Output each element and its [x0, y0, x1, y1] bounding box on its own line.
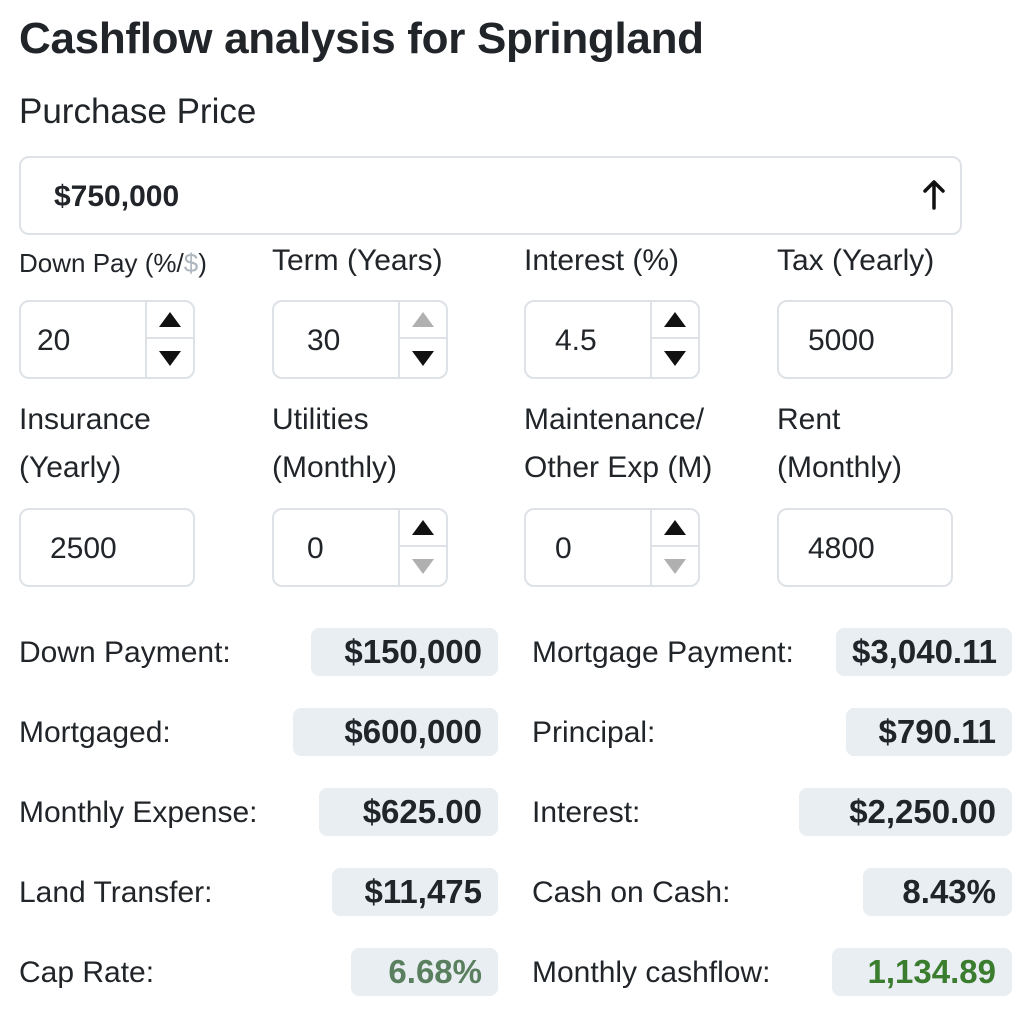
maintenance-input[interactable]: 0 [524, 508, 700, 587]
stepper-down-button[interactable] [147, 340, 193, 377]
triangle-up-icon [664, 312, 686, 327]
term-label: Term (Years) [272, 244, 443, 277]
monthly-expense-value: $625.00 [319, 788, 498, 836]
down-pay-input[interactable]: 20 [19, 300, 195, 379]
triangle-down-icon [159, 351, 181, 366]
tax-input[interactable]: 5000 [777, 300, 953, 379]
stepper-up-button[interactable] [400, 302, 446, 339]
down-payment-label: Down Payment: [19, 636, 231, 669]
interest-label: Interest (%) [524, 244, 680, 277]
land-transfer-label: Land Transfer: [19, 876, 213, 909]
page-title: Cashflow analysis for Springland [19, 14, 704, 63]
maintenance-stepper[interactable] [650, 510, 698, 585]
stepper-up-button[interactable] [652, 302, 698, 339]
maintenance-label: Maintenance/Other Exp (M) [524, 403, 713, 484]
stepper-down-button[interactable] [652, 548, 698, 585]
interest-value: 4.5 [555, 324, 597, 357]
mortgaged-value: $600,000 [293, 708, 498, 756]
down-pay-stepper[interactable] [145, 302, 193, 377]
purchase-price-value: $750,000 [54, 180, 180, 213]
cap-rate-value: 6.68% [351, 948, 498, 996]
mortgage-payment-label: Mortgage Payment: [532, 636, 794, 669]
rent-input[interactable]: 4800 [777, 508, 953, 587]
tax-label: Tax (Yearly) [777, 244, 935, 277]
monthly-cashflow-label: Monthly cashflow: [532, 956, 771, 989]
triangle-up-icon [412, 312, 434, 327]
triangle-up-icon [412, 520, 434, 535]
stepper-down-button[interactable] [400, 548, 446, 585]
cash-on-cash-value: 8.43% [863, 868, 1012, 916]
stepper-up-button[interactable] [652, 510, 698, 547]
down-pay-label: Down Pay (%/$) [19, 248, 207, 278]
monthly-cashflow-value: 1,134.89 [832, 948, 1012, 996]
triangle-up-icon [664, 520, 686, 535]
purchase-price-label: Purchase Price [19, 92, 257, 131]
cap-rate-label: Cap Rate: [19, 956, 155, 989]
insurance-input[interactable]: 2500 [19, 508, 195, 587]
utilities-input[interactable]: 0 [272, 508, 448, 587]
triangle-down-icon [412, 351, 434, 366]
dollar-sign: $ [183, 248, 199, 278]
interest-result-value: $2,250.00 [799, 788, 1012, 836]
insurance-value: 2500 [50, 532, 117, 565]
maintenance-value: 0 [555, 532, 572, 565]
utilities-value: 0 [307, 532, 324, 565]
principal-label: Principal: [532, 716, 656, 749]
term-value: 30 [307, 324, 341, 357]
down-payment-value: $150,000 [311, 628, 498, 676]
stepper-up-button[interactable] [147, 302, 193, 339]
utilities-label: Utilities (Monthly) [272, 403, 398, 484]
purchase-price-select[interactable]: $750,000 [19, 156, 962, 235]
stepper-down-button[interactable] [400, 340, 446, 377]
mortgage-payment-value: $3,040.11 [836, 628, 1012, 676]
stepper-up-button[interactable] [400, 510, 446, 547]
interest-input[interactable]: 4.5 [524, 300, 700, 379]
triangle-up-icon [159, 312, 181, 327]
triangle-down-icon [664, 351, 686, 366]
triangle-down-icon [412, 559, 434, 574]
down-pay-value: 20 [37, 324, 71, 357]
interest-result-label: Interest: [532, 796, 641, 829]
mortgaged-label: Mortgaged: [19, 716, 171, 749]
utilities-stepper[interactable] [398, 510, 446, 585]
monthly-expense-label: Monthly Expense: [19, 796, 258, 829]
rent-label: Rent (Monthly) [777, 403, 903, 484]
rent-value: 4800 [808, 532, 875, 565]
interest-stepper[interactable] [650, 302, 698, 377]
term-input[interactable]: 30 [272, 300, 448, 379]
land-transfer-value: $11,475 [332, 868, 498, 916]
cash-on-cash-label: Cash on Cash: [532, 876, 731, 909]
insurance-label: Insurance (Yearly) [19, 403, 151, 484]
arrow-up-icon[interactable] [920, 176, 948, 216]
tax-value: 5000 [808, 324, 875, 357]
stepper-down-button[interactable] [652, 340, 698, 377]
triangle-down-icon [664, 559, 686, 574]
term-stepper[interactable] [398, 302, 446, 377]
principal-value: $790.11 [846, 708, 1012, 756]
